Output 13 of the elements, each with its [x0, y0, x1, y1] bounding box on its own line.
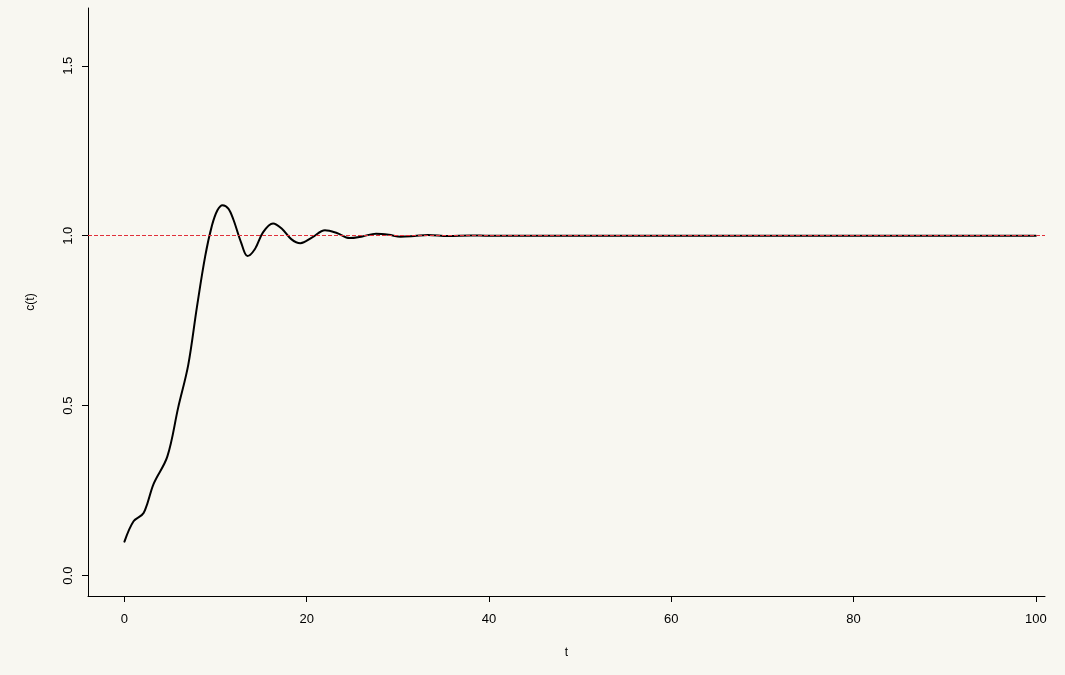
x-tick-label: 60: [664, 611, 679, 626]
x-tick-label: 20: [299, 611, 314, 626]
y-tick-label: 0.5: [60, 396, 75, 415]
x-tick-label: 40: [481, 611, 497, 626]
y-axis-title: c(t): [23, 293, 37, 311]
x-axis-title: t: [564, 645, 569, 659]
x-tick-label: 80: [846, 611, 861, 626]
line-series: [123, 204, 1037, 543]
y-tick-label: 1.5: [60, 56, 75, 75]
y-tick-label: 1.0: [60, 226, 75, 245]
x-tick-label: 0: [120, 611, 129, 626]
x-tick-label: 100: [1025, 611, 1047, 626]
y-tick-label: 0.0: [60, 566, 75, 585]
